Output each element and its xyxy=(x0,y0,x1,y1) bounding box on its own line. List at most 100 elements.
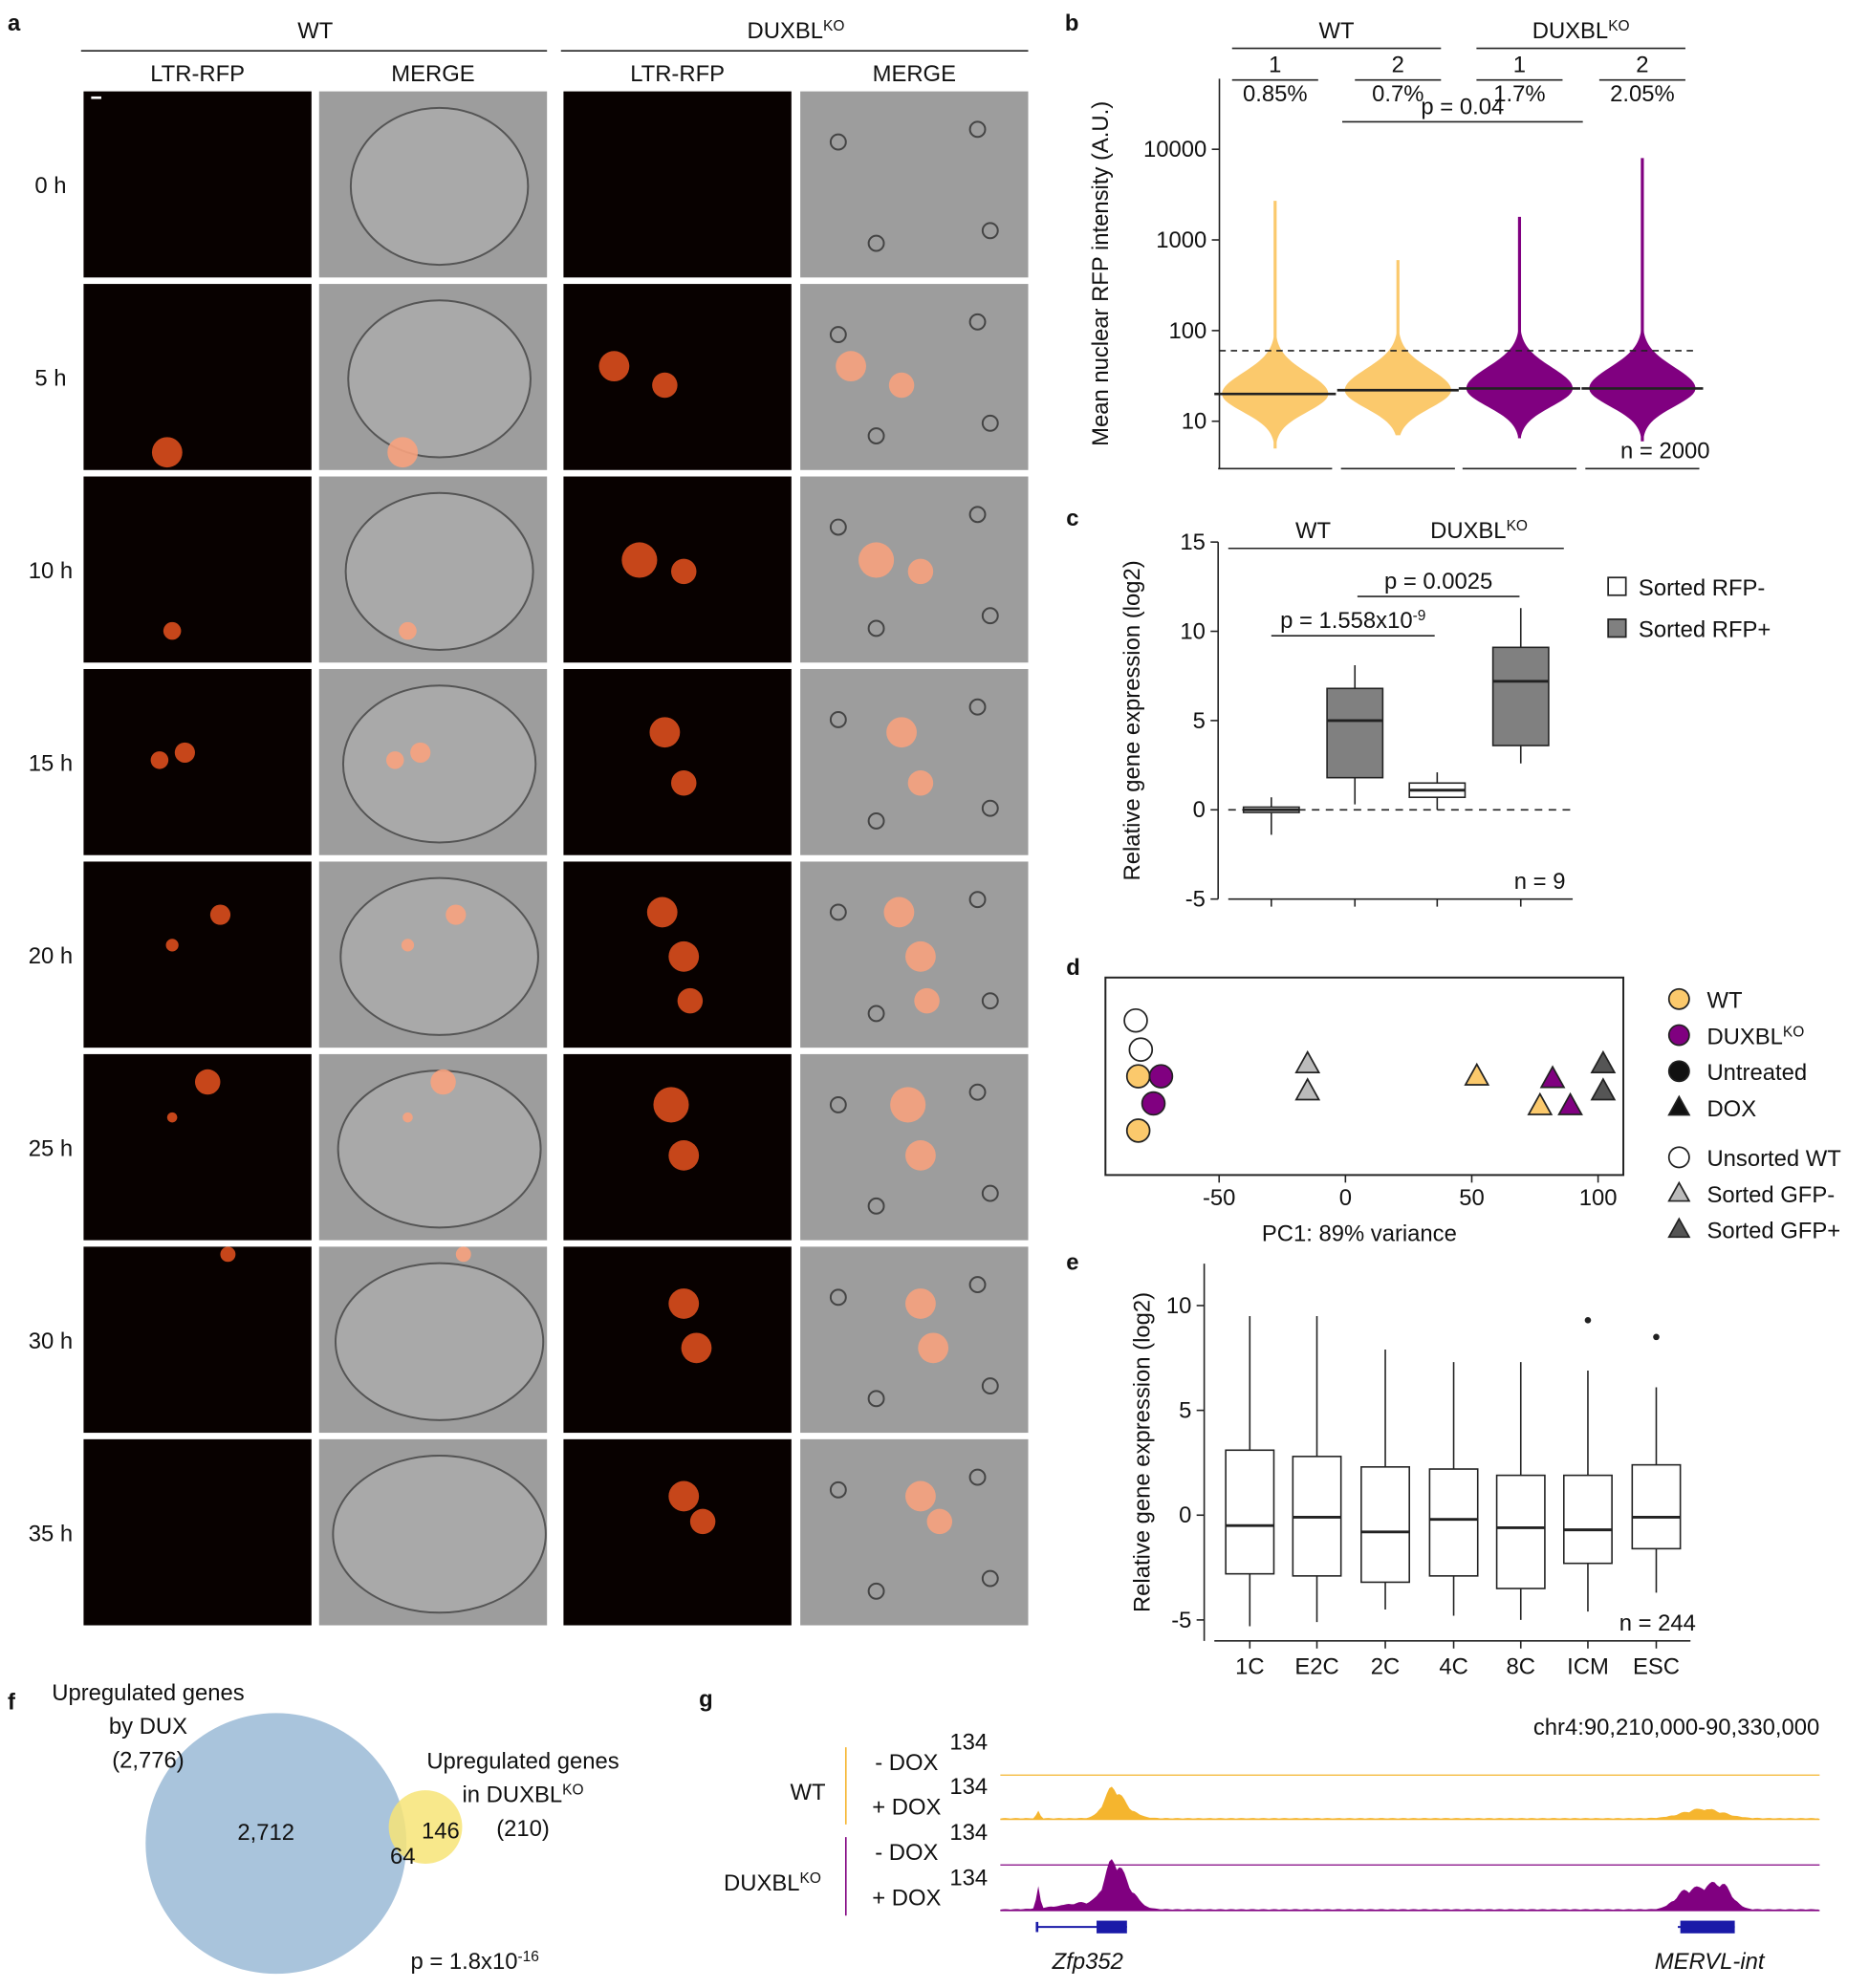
marker-triangle xyxy=(1294,1077,1321,1101)
set-label-text: in DUXBL xyxy=(463,1783,563,1808)
cell-signal xyxy=(670,769,697,796)
y-tick-label: 10 xyxy=(1180,618,1206,644)
panel-letter: f xyxy=(8,1689,15,1715)
cell xyxy=(829,133,847,151)
channel-label: LTR-RFP xyxy=(150,61,245,87)
set-label-text: Upregulated genes xyxy=(426,1749,619,1775)
count-label: 146 xyxy=(422,1818,460,1844)
group-label-sup: KO xyxy=(800,1869,821,1886)
cell xyxy=(981,222,999,240)
legend-label: Sorted RFP+ xyxy=(1639,616,1771,642)
p-value: p = 0.04 xyxy=(1421,94,1504,119)
count-label: 64 xyxy=(390,1844,416,1869)
cell-signal xyxy=(163,621,182,640)
marker-circle xyxy=(1667,1146,1690,1169)
merge-image xyxy=(800,1438,1029,1626)
marker-triangle xyxy=(1667,1217,1691,1239)
legend-label-text: DUXBL xyxy=(1706,1024,1782,1049)
set-label-text: (210) xyxy=(496,1816,550,1842)
x-tick-label: 50 xyxy=(1459,1185,1485,1211)
y-axis-label: Relative gene expression (log2) xyxy=(1130,1292,1156,1612)
rfp-image xyxy=(83,861,312,1048)
percent-label: 2.05% xyxy=(1610,81,1675,107)
cell-signal xyxy=(166,1112,178,1123)
marker-triangle xyxy=(1464,1062,1490,1086)
outlier xyxy=(1584,1317,1592,1324)
time-label: 20 h xyxy=(29,943,73,969)
marker-triangle xyxy=(1527,1091,1554,1115)
group-label: WT xyxy=(297,18,333,44)
legend-label: Sorted GFP- xyxy=(1706,1182,1835,1208)
cell xyxy=(867,427,885,444)
marker-triangle xyxy=(1294,1049,1321,1073)
merge-image xyxy=(800,1246,1029,1434)
cell-signal xyxy=(387,437,419,468)
cell-signal xyxy=(888,372,915,399)
channel-label: LTR-RFP xyxy=(630,61,725,87)
marker-triangle xyxy=(1590,1077,1617,1101)
group-label: DUXBLKO xyxy=(1430,518,1528,545)
track-label: - DOX xyxy=(875,1840,938,1866)
rfp-image xyxy=(563,1246,792,1434)
cell-signal xyxy=(455,1246,471,1263)
group-label: DUXBLKO xyxy=(724,1869,821,1896)
p-value: p = 0.0025 xyxy=(1384,569,1492,594)
legend-label: Unsorted WT xyxy=(1706,1146,1841,1172)
cell-signal xyxy=(430,1069,456,1095)
box xyxy=(1562,1474,1613,1565)
cell xyxy=(829,1480,847,1499)
marker-circle xyxy=(1148,1064,1174,1089)
legend-label-text: WT xyxy=(1706,988,1742,1014)
group-label-sup: KO xyxy=(1608,17,1629,33)
group-label: WT xyxy=(1295,518,1331,544)
time-label: 0 h xyxy=(34,173,66,199)
marker-circle xyxy=(1125,1064,1151,1089)
group-label-text: WT xyxy=(1319,18,1355,44)
track-scale: 134 xyxy=(949,1865,988,1891)
box xyxy=(1326,687,1384,779)
cell xyxy=(981,992,999,1010)
cell-signal xyxy=(670,558,697,585)
percent-label: 0.85% xyxy=(1243,81,1308,107)
x-tick-label: 100 xyxy=(1579,1185,1618,1211)
cell xyxy=(968,1083,987,1101)
gene-exon xyxy=(1097,1920,1127,1934)
time-label: 15 h xyxy=(29,751,73,777)
cell-signal xyxy=(926,1508,953,1535)
cell-signal xyxy=(150,751,169,769)
cell-signal xyxy=(653,1087,689,1123)
set-label: Upregulated genes xyxy=(426,1749,619,1775)
legend-label-text: Untreated xyxy=(1706,1060,1807,1086)
p-value-text: p = 0.0025 xyxy=(1384,569,1492,594)
box xyxy=(1428,1468,1479,1577)
cell-signal xyxy=(836,351,866,382)
marker-circle xyxy=(1667,1024,1690,1047)
track-scale: 134 xyxy=(949,1730,988,1756)
merge-image xyxy=(800,91,1029,278)
cell-signal xyxy=(402,1112,413,1123)
legend-label: Sorted GFP+ xyxy=(1706,1219,1840,1244)
group-label-text: WT xyxy=(297,18,333,44)
percent-label: 1.7% xyxy=(1493,81,1545,107)
cell xyxy=(981,799,999,817)
cell-signal xyxy=(446,904,467,925)
group-label: WT xyxy=(1319,18,1355,44)
cell-signal xyxy=(677,987,704,1014)
p-value: p = 1.8x10-16 xyxy=(411,1948,539,1974)
cell-signal xyxy=(668,1139,700,1171)
x-tick-label: 1C xyxy=(1235,1653,1264,1679)
gene-exon xyxy=(1680,1920,1735,1934)
set-label: in DUXBLKO xyxy=(463,1782,584,1808)
cell xyxy=(867,1582,885,1600)
cell xyxy=(968,313,987,331)
rfp-image xyxy=(83,1438,312,1626)
rfp-image xyxy=(83,1246,312,1434)
x-axis-label: PC1: 89% variance xyxy=(1262,1221,1457,1246)
marker-circle xyxy=(1141,1091,1166,1116)
y-tick-label: 10 xyxy=(1166,1293,1192,1319)
cell xyxy=(867,234,885,252)
rfp-image xyxy=(83,476,312,663)
cell-signal xyxy=(209,904,231,925)
group-label-text: DUXBL xyxy=(748,18,823,44)
